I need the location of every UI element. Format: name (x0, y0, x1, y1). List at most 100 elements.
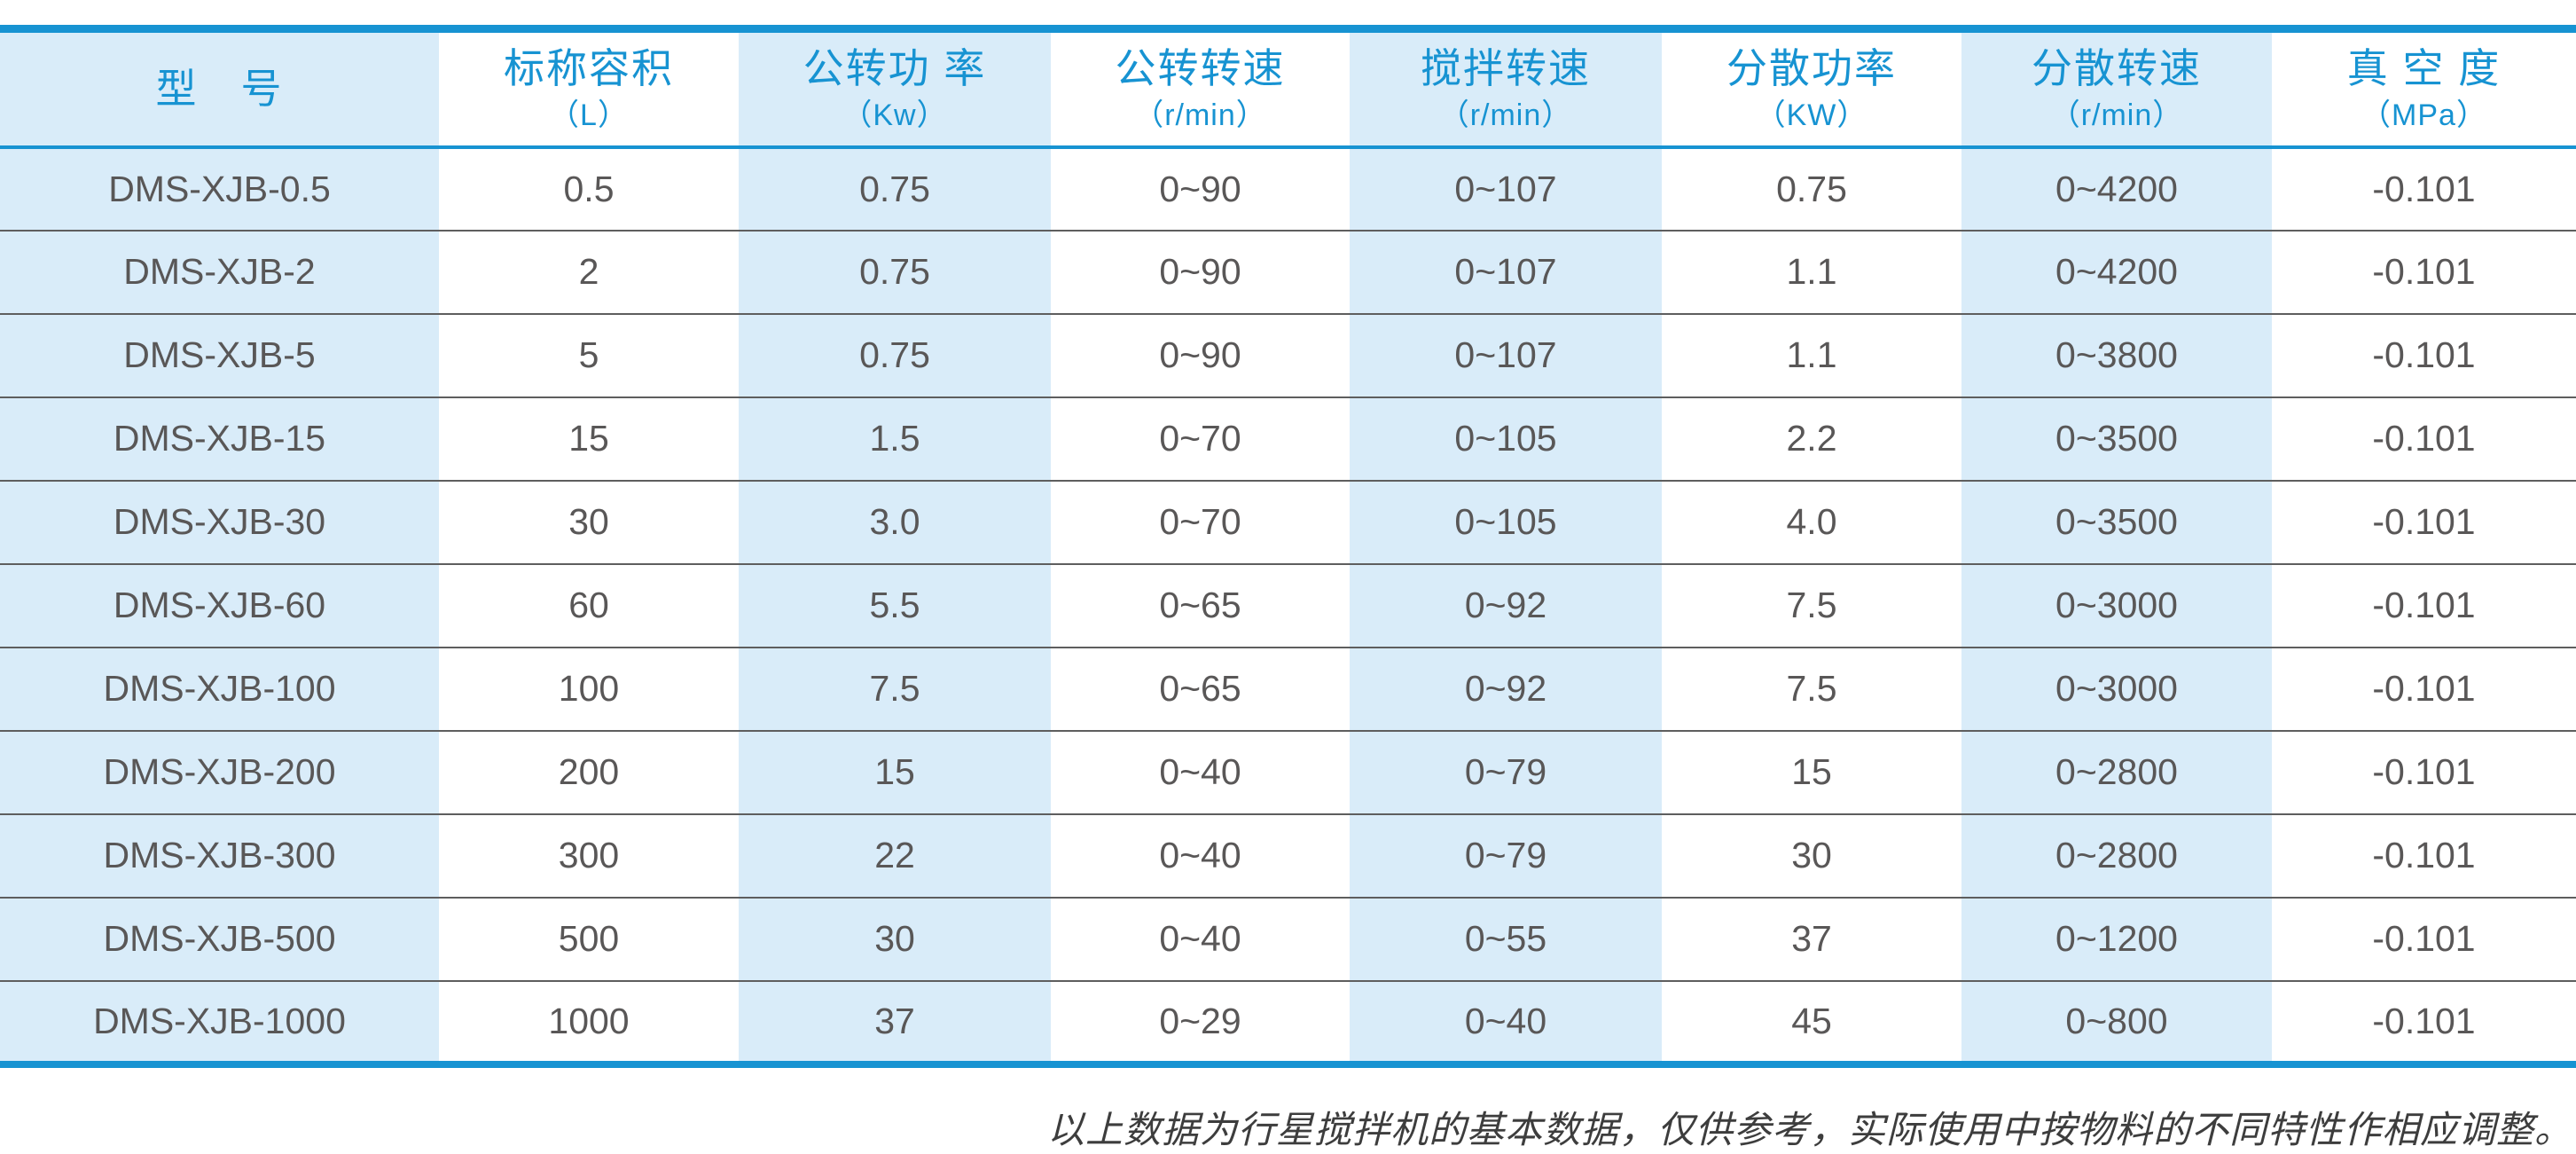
value-cell: 0.5 (563, 168, 615, 209)
value-cell: 0~3000 (1961, 647, 2272, 731)
value-cell: -0.101 (2372, 1000, 2476, 1041)
header-title: 真 空 度 (2346, 45, 2502, 92)
value-cell: -0.101 (2372, 418, 2476, 459)
value-cell: 15 (568, 418, 609, 459)
value-cell: 0.75 (1776, 168, 1847, 209)
value-cell: 1.1 (1786, 334, 1837, 375)
value-cell: 0~105 (1350, 480, 1662, 564)
header-unit: （L） (549, 98, 629, 132)
value-cell: 45 (1791, 1000, 1832, 1041)
value-cell: 0~70 (1159, 418, 1241, 459)
model-cell: DMS-XJB-0.5 (0, 146, 439, 231)
header-unit: （r/min） (1133, 98, 1267, 132)
value-cell: 22 (739, 813, 1051, 898)
value-cell: -0.101 (2372, 251, 2476, 292)
value-cell: -0.101 (2372, 668, 2476, 709)
value-cell: 500 (558, 918, 620, 959)
model-cell: DMS-XJB-60 (0, 563, 439, 648)
header-cell-0: 型 号 (0, 28, 439, 147)
value-cell: -0.101 (2372, 918, 2476, 959)
value-cell: 0~92 (1350, 647, 1662, 731)
value-cell: 3.0 (739, 480, 1051, 564)
value-cell: 1.1 (1786, 251, 1837, 292)
value-cell: 4.0 (1786, 501, 1837, 542)
table-row: DMS-XJB-5 5 0.75 0~90 0~107 1.1 0~3800 -0.101 (0, 313, 2576, 397)
header-cell-3: 公转转速 （r/min） (1051, 29, 1350, 147)
model-cell: DMS-XJB-200 (0, 730, 439, 814)
value-cell: 0~65 (1159, 668, 1241, 709)
header-row: 型 号 标称容积 （L） 公转功 率 （Kw） 公转转速 （r/min） 搅拌转速 （r/min… (0, 28, 2576, 147)
value-cell: 0~2800 (1961, 813, 2272, 898)
value-cell: 15 (739, 730, 1051, 814)
value-cell: 37 (739, 980, 1051, 1064)
value-cell: 0~40 (1350, 980, 1662, 1064)
value-cell: 1.5 (739, 396, 1051, 481)
header-title: 标称容积 (504, 45, 674, 92)
value-cell: 0~90 (1159, 251, 1241, 292)
value-cell: 2 (578, 251, 599, 292)
value-cell: -0.101 (2372, 168, 2476, 209)
model-cell: DMS-XJB-30 (0, 480, 439, 564)
value-cell: 2.2 (1786, 418, 1837, 459)
value-cell: 0~79 (1350, 813, 1662, 898)
model-cell: DMS-XJB-100 (0, 647, 439, 731)
model-cell: DMS-XJB-300 (0, 813, 439, 898)
value-cell: 0~4200 (1961, 146, 2272, 231)
value-cell: -0.101 (2372, 585, 2476, 625)
value-cell: 200 (558, 751, 620, 792)
value-cell: 7.5 (739, 647, 1051, 731)
value-cell: 7.5 (1786, 668, 1837, 709)
table-row: DMS-XJB-0.5 0.5 0.75 0~90 0~107 0.75 0~4200 -0.… (0, 146, 2576, 231)
table-row: DMS-XJB-100 100 7.5 0~65 0~92 7.5 0~3000 -0.101 (0, 647, 2576, 731)
value-cell: 0~105 (1350, 396, 1662, 481)
value-cell: 0~1200 (1961, 897, 2272, 981)
value-cell: 7.5 (1786, 585, 1837, 625)
value-cell: 0~55 (1350, 897, 1662, 981)
header-unit: （r/min） (2049, 98, 2184, 132)
value-cell: 0~2800 (1961, 730, 2272, 814)
header-cell-2: 公转功 率 （Kw） (739, 28, 1051, 147)
value-cell: 0~3500 (1961, 480, 2272, 564)
table-row: DMS-XJB-500 500 30 0~40 0~55 37 0~1200 -0.101 (0, 897, 2576, 981)
model-cell: DMS-XJB-2 (0, 230, 439, 314)
model-cell: DMS-XJB-15 (0, 396, 439, 481)
header-unit: （KW） (1755, 98, 1868, 132)
header-cell-4: 搅拌转速 （r/min） (1350, 28, 1662, 147)
value-cell: 1000 (548, 1000, 630, 1041)
spec-table: 型 号 标称容积 （L） 公转功 率 （Kw） 公转转速 （r/min） 搅拌转速 （r/min… (0, 25, 2576, 1068)
value-cell: 0~92 (1350, 563, 1662, 648)
value-cell: 0.75 (739, 230, 1051, 314)
value-cell: 30 (739, 897, 1051, 981)
table-row: DMS-XJB-30 30 3.0 0~70 0~105 4.0 0~3500 -0.101 (0, 480, 2576, 564)
table-row: DMS-XJB-200 200 15 0~40 0~79 15 0~2800 -0.101 (0, 730, 2576, 814)
value-cell: 5.5 (739, 563, 1051, 648)
header-title: 公转转速 (1115, 45, 1286, 92)
value-cell: 30 (568, 501, 609, 542)
header-title: 分散转速 (2032, 45, 2202, 92)
table-row: DMS-XJB-60 60 5.5 0~65 0~92 7.5 0~3000 -0.101 (0, 563, 2576, 648)
value-cell: 0~107 (1350, 230, 1662, 314)
value-cell: 15 (1791, 751, 1832, 792)
value-cell: 0~79 (1350, 730, 1662, 814)
value-cell: 0~4200 (1961, 230, 2272, 314)
header-title: 型 号 (155, 65, 284, 112)
value-cell: -0.101 (2372, 751, 2476, 792)
header-title: 分散功率 (1726, 45, 1897, 92)
header-cell-1: 标称容积 （L） (439, 29, 739, 147)
value-cell: 0~90 (1159, 334, 1241, 375)
value-cell: 300 (558, 835, 620, 875)
header-cell-5: 分散功率 （KW） (1662, 29, 1961, 147)
value-cell: 0~29 (1159, 1000, 1241, 1041)
value-cell: 30 (1791, 835, 1832, 875)
value-cell: 0~3000 (1961, 563, 2272, 648)
value-cell: 0~107 (1350, 313, 1662, 397)
value-cell: -0.101 (2372, 835, 2476, 875)
value-cell: 0~107 (1350, 146, 1662, 231)
footnote: 以上数据为行星搅拌机的基本数据，仅供参考，实际使用中按物料的不同特性作相应调整。 (1046, 1108, 2572, 1151)
value-cell: 0~3800 (1961, 313, 2272, 397)
value-cell: 37 (1791, 918, 1832, 959)
value-cell: -0.101 (2372, 334, 2476, 375)
value-cell: 0~800 (1961, 980, 2272, 1064)
value-cell: 60 (568, 585, 609, 625)
